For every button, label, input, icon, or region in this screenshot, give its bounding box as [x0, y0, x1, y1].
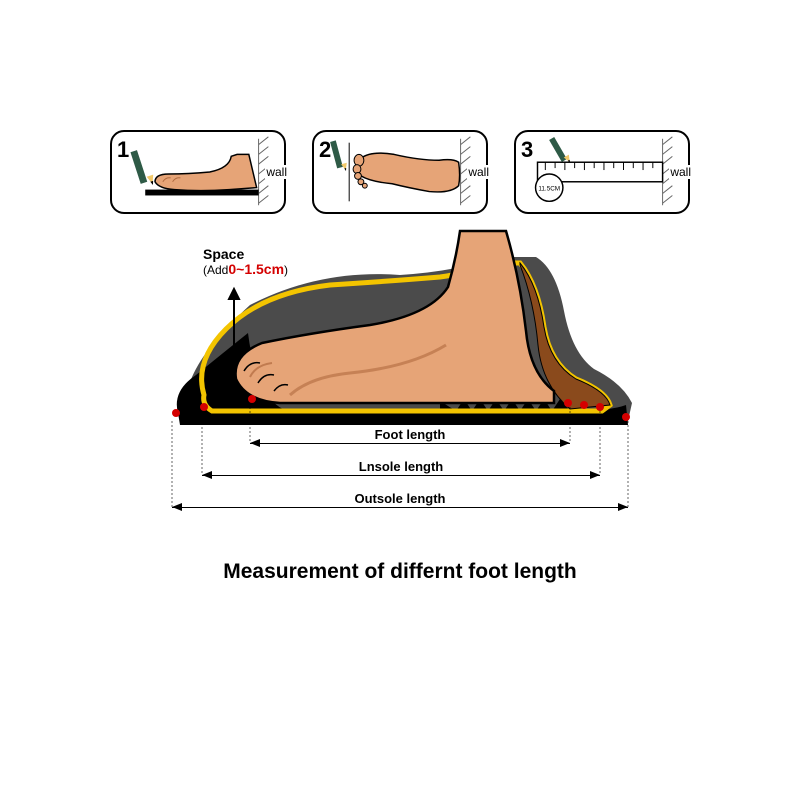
wall-label: wall — [669, 165, 692, 179]
step-3-graphic: 11.5CM — [516, 132, 688, 212]
step-panels: 1 — [110, 130, 690, 214]
caption: Measurement of differnt foot length — [0, 560, 800, 584]
dimension-line: Outsole length — [172, 507, 628, 508]
wall-label: wall — [467, 165, 490, 179]
step-3: 3 — [514, 130, 690, 214]
dimension-row: Lnsole length — [202, 475, 600, 476]
dimension-line: Foot length — [250, 443, 570, 444]
dimension-label: Lnsole length — [355, 459, 448, 474]
dimension-label: Foot length — [371, 427, 450, 442]
wall-label: wall — [265, 165, 288, 179]
step-1-graphic — [112, 132, 284, 212]
step-1: 1 — [110, 130, 286, 214]
dimension-label: Outsole length — [351, 491, 450, 506]
step-2: 2 — [312, 130, 488, 214]
dimension-row: Outsole length — [172, 507, 628, 508]
main-diagram: Space (Add0~1.5cm) — [140, 235, 660, 545]
dimension-row: Foot length — [250, 443, 570, 444]
ruler-reading-svg: 11.5CM — [538, 186, 560, 193]
dimension-line: Lnsole length — [202, 475, 600, 476]
step-2-graphic — [314, 132, 486, 212]
